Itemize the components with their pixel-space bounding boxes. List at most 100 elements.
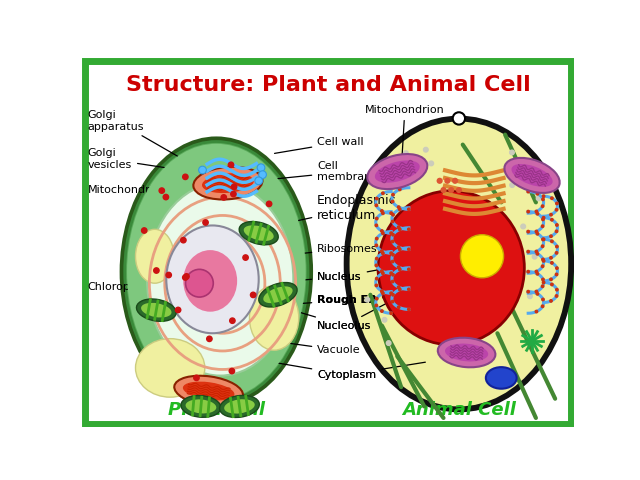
Text: Cell wall: Cell wall [275, 137, 364, 154]
Circle shape [555, 288, 559, 291]
Circle shape [381, 291, 385, 295]
Circle shape [389, 231, 393, 235]
Circle shape [407, 288, 411, 291]
Circle shape [390, 280, 394, 284]
Circle shape [230, 318, 235, 324]
Circle shape [420, 216, 424, 220]
Circle shape [444, 178, 451, 184]
Circle shape [527, 294, 532, 299]
Circle shape [407, 247, 411, 251]
Circle shape [452, 178, 458, 184]
Circle shape [541, 244, 545, 248]
Text: Nucleus: Nucleus [317, 266, 399, 282]
Circle shape [461, 243, 466, 247]
Circle shape [536, 192, 540, 196]
Text: Mitochondria: Mitochondria [88, 185, 179, 195]
Circle shape [229, 368, 235, 374]
Circle shape [526, 290, 530, 294]
Text: Rough ER: Rough ER [275, 295, 377, 305]
Circle shape [407, 228, 411, 231]
Circle shape [375, 237, 379, 240]
Circle shape [397, 285, 401, 289]
Ellipse shape [183, 382, 234, 400]
Ellipse shape [147, 183, 293, 376]
Circle shape [381, 211, 385, 215]
Circle shape [555, 251, 559, 255]
Circle shape [456, 187, 462, 193]
Circle shape [526, 210, 530, 214]
Text: Structure: Plant and Animal Cell: Structure: Plant and Animal Cell [125, 74, 531, 95]
Circle shape [382, 317, 387, 322]
Circle shape [404, 151, 408, 156]
FancyBboxPatch shape [84, 60, 572, 424]
Ellipse shape [378, 191, 524, 345]
Circle shape [555, 223, 559, 227]
Circle shape [398, 288, 402, 291]
Circle shape [536, 232, 540, 236]
Circle shape [186, 269, 213, 297]
Text: Mitochondrion: Mitochondrion [365, 105, 445, 169]
Circle shape [365, 298, 369, 302]
Text: Nucleus: Nucleus [275, 272, 362, 282]
Circle shape [203, 220, 208, 225]
Text: Cell
membrane: Cell membrane [275, 161, 378, 182]
Circle shape [391, 273, 395, 276]
Circle shape [391, 193, 395, 197]
Ellipse shape [486, 367, 516, 389]
Circle shape [389, 251, 393, 255]
Circle shape [436, 178, 443, 184]
Circle shape [452, 112, 465, 125]
Circle shape [182, 174, 188, 180]
Circle shape [550, 283, 554, 287]
Circle shape [389, 211, 393, 215]
Circle shape [198, 166, 206, 174]
Circle shape [536, 272, 540, 276]
Circle shape [555, 202, 559, 205]
Circle shape [440, 187, 447, 193]
Circle shape [375, 276, 379, 280]
Ellipse shape [438, 338, 495, 367]
Circle shape [541, 264, 545, 268]
Circle shape [550, 218, 554, 222]
Circle shape [243, 255, 248, 260]
Circle shape [521, 224, 525, 229]
Ellipse shape [166, 226, 259, 333]
Circle shape [536, 196, 541, 201]
Circle shape [374, 303, 378, 307]
Circle shape [529, 338, 535, 344]
Text: Endoplasmic
reticulum: Endoplasmic reticulum [278, 194, 397, 225]
Circle shape [390, 220, 394, 224]
Circle shape [391, 293, 395, 297]
Circle shape [389, 291, 393, 295]
Circle shape [549, 277, 553, 281]
Circle shape [549, 256, 553, 260]
Circle shape [497, 322, 502, 326]
Circle shape [534, 310, 538, 313]
Circle shape [390, 240, 394, 243]
Ellipse shape [193, 167, 262, 200]
Circle shape [534, 270, 538, 274]
Circle shape [374, 264, 378, 267]
Circle shape [424, 147, 428, 152]
Circle shape [380, 309, 384, 313]
Circle shape [532, 254, 537, 259]
Circle shape [221, 195, 227, 200]
Ellipse shape [375, 160, 420, 183]
Circle shape [541, 197, 545, 201]
Ellipse shape [136, 299, 176, 321]
Circle shape [550, 261, 554, 265]
Circle shape [526, 270, 530, 274]
Circle shape [509, 150, 515, 155]
Circle shape [255, 177, 262, 185]
Ellipse shape [263, 287, 292, 303]
Circle shape [228, 162, 234, 168]
Ellipse shape [504, 158, 560, 193]
Circle shape [550, 196, 554, 200]
Circle shape [555, 273, 559, 276]
Circle shape [541, 284, 545, 288]
Circle shape [526, 230, 530, 234]
Circle shape [175, 307, 180, 312]
Circle shape [413, 273, 419, 277]
Circle shape [534, 289, 538, 293]
Circle shape [389, 312, 393, 315]
